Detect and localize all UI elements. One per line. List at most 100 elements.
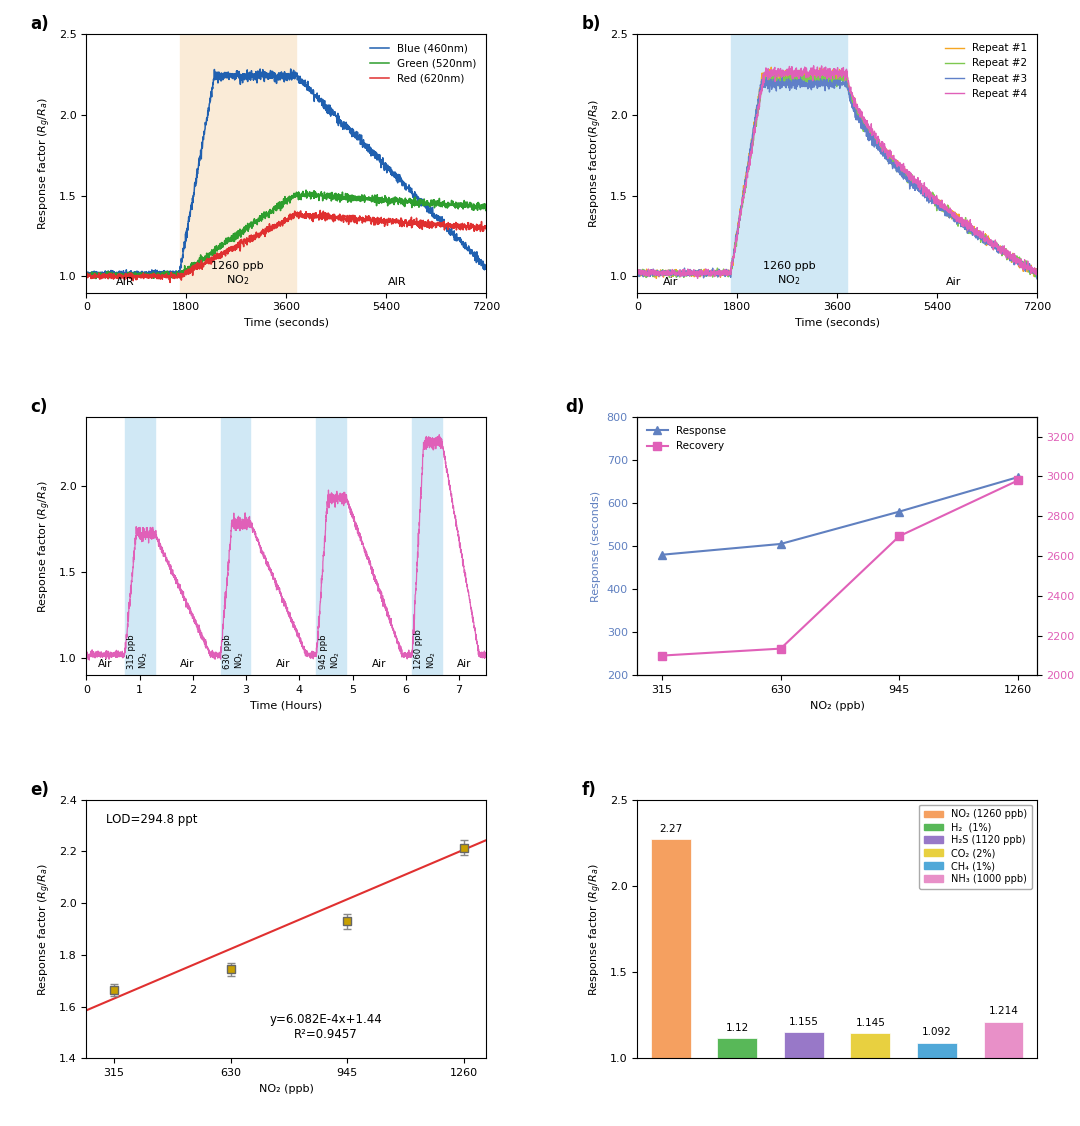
Text: 315 ppb
NO$_2$: 315 ppb NO$_2$ [126,634,150,669]
Red (620nm) [314,204,327,217]
Bar [784,1031,824,1058]
Text: AIR: AIR [388,277,406,287]
Repeat #4 [642,268,654,282]
Repeat #2 [762,71,775,84]
Repeat #4 [631,266,644,279]
Repeat #2 [639,270,652,284]
Text: 945 ppb
NO$_2$: 945 ppb NO$_2$ [319,634,342,669]
Repeat #2 [1030,266,1043,279]
Repeat #4 [807,59,820,72]
Repeat #3 [631,265,644,278]
Text: y=6.082E-4x+1.44
R²=0.9457: y=6.082E-4x+1.44 R²=0.9457 [270,1012,382,1040]
Line: Repeat #4: Repeat #4 [637,65,1037,278]
Green (520nm) [299,184,312,197]
Blue (460nm) [378,161,391,175]
Line: Recovery: Recovery [658,476,1022,660]
Blue (460nm) [208,63,221,77]
Text: Air: Air [98,660,112,670]
Legend: Repeat #1, Repeat #2, Repeat #3, Repeat #4: Repeat #1, Repeat #2, Repeat #3, Repeat … [941,39,1031,102]
Blue (460nm) [260,69,273,82]
Red (620nm) [208,253,221,267]
Green (520nm) [80,268,93,282]
Text: f): f) [581,780,596,798]
Red (620nm) [260,220,273,233]
Green (520nm) [378,193,391,206]
Text: 1.155: 1.155 [788,1017,819,1027]
Y-axis label: Response (seconds): Response (seconds) [591,491,602,601]
Text: Air: Air [946,277,961,287]
Repeat #3 [775,70,788,83]
Bar [220,417,251,676]
Repeat #4 [812,69,825,82]
Text: Air: Air [663,277,678,287]
Repeat #2 [812,72,825,86]
Bar [179,34,296,293]
Line: Blue (460nm): Blue (460nm) [86,69,486,278]
Green (520nm) [130,268,143,282]
Text: 1.214: 1.214 [988,1007,1018,1017]
Repeat #4 [1030,262,1043,276]
Y-axis label: Response factor ($R_g$/$R_a$): Response factor ($R_g$/$R_a$) [588,863,605,995]
Green (520nm) [90,271,103,285]
Response [656,548,669,562]
Response [1012,471,1025,484]
Y-axis label: Response factor ($R_g$/$R_a$): Response factor ($R_g$/$R_a$) [37,97,53,230]
Repeat #1 [812,71,825,84]
Bar [717,1038,757,1058]
Repeat #4 [691,271,704,285]
Repeat #3 [1030,272,1043,286]
Text: c): c) [30,397,48,415]
Repeat #2 [642,268,654,282]
Red (620nm) [130,271,143,285]
Recovery [893,529,906,543]
Green (520nm) [91,270,104,284]
Red (620nm) [80,268,93,282]
Repeat #3 [811,78,824,91]
Green (520nm) [480,204,492,217]
Line: Response: Response [658,473,1022,558]
Text: 1.092: 1.092 [922,1027,951,1037]
Bar [124,417,154,676]
Repeat #1 [650,271,663,285]
Green (520nm) [212,242,225,256]
Red (620nm) [212,249,225,262]
Repeat #3 [759,81,772,95]
Y-axis label: Response factor ($R_g$/$R_a$): Response factor ($R_g$/$R_a$) [37,480,53,613]
Text: 2.27: 2.27 [659,824,683,834]
Y-axis label: Response factor($R_g$/$R_a$): Response factor($R_g$/$R_a$) [588,98,605,227]
Repeat #2 [811,65,824,79]
Line: Red (620nm): Red (620nm) [86,211,486,283]
Text: AIR: AIR [116,277,135,287]
Red (620nm) [480,222,492,235]
Repeat #1 [680,265,693,278]
Blue (460nm) [284,62,297,75]
Recovery [774,642,787,655]
Blue (460nm) [480,258,492,271]
Repeat #4 [929,190,942,204]
Text: Air: Air [180,660,194,670]
Repeat #1 [762,63,775,77]
Line: Repeat #3: Repeat #3 [637,77,1037,279]
Text: 630 ppb
NO$_2$: 630 ppb NO$_2$ [222,634,246,669]
Repeat #1 [642,268,654,282]
Repeat #4 [680,266,693,279]
Text: Air: Air [457,660,472,670]
Red (620nm) [378,213,391,226]
Text: 1260 ppb
NO$_2$: 1260 ppb NO$_2$ [762,261,815,287]
Red (620nm) [163,276,176,289]
Blue (460nm) [212,77,225,90]
X-axis label: Time (Hours): Time (Hours) [249,700,322,711]
Repeat #2 [680,266,693,279]
Bar [850,1034,890,1058]
Repeat #4 [759,66,772,80]
Repeat #3 [642,263,654,277]
Bar [413,417,442,676]
Bar [917,1043,957,1058]
Y-axis label: Response factor ($R_g$/$R_a$): Response factor ($R_g$/$R_a$) [37,863,53,995]
Legend: NO₂ (1260 ppb), H₂  (1%), H₂S (1120 ppb), CO₂ (2%), CH₄ (1%), NH₃ (1000 ppb): NO₂ (1260 ppb), H₂ (1%), H₂S (1120 ppb),… [919,805,1031,888]
Bar [316,417,347,676]
Red (620nm) [91,270,104,284]
Legend: Response, Recovery: Response, Recovery [643,422,730,456]
Response [893,504,906,518]
Response [774,537,787,551]
